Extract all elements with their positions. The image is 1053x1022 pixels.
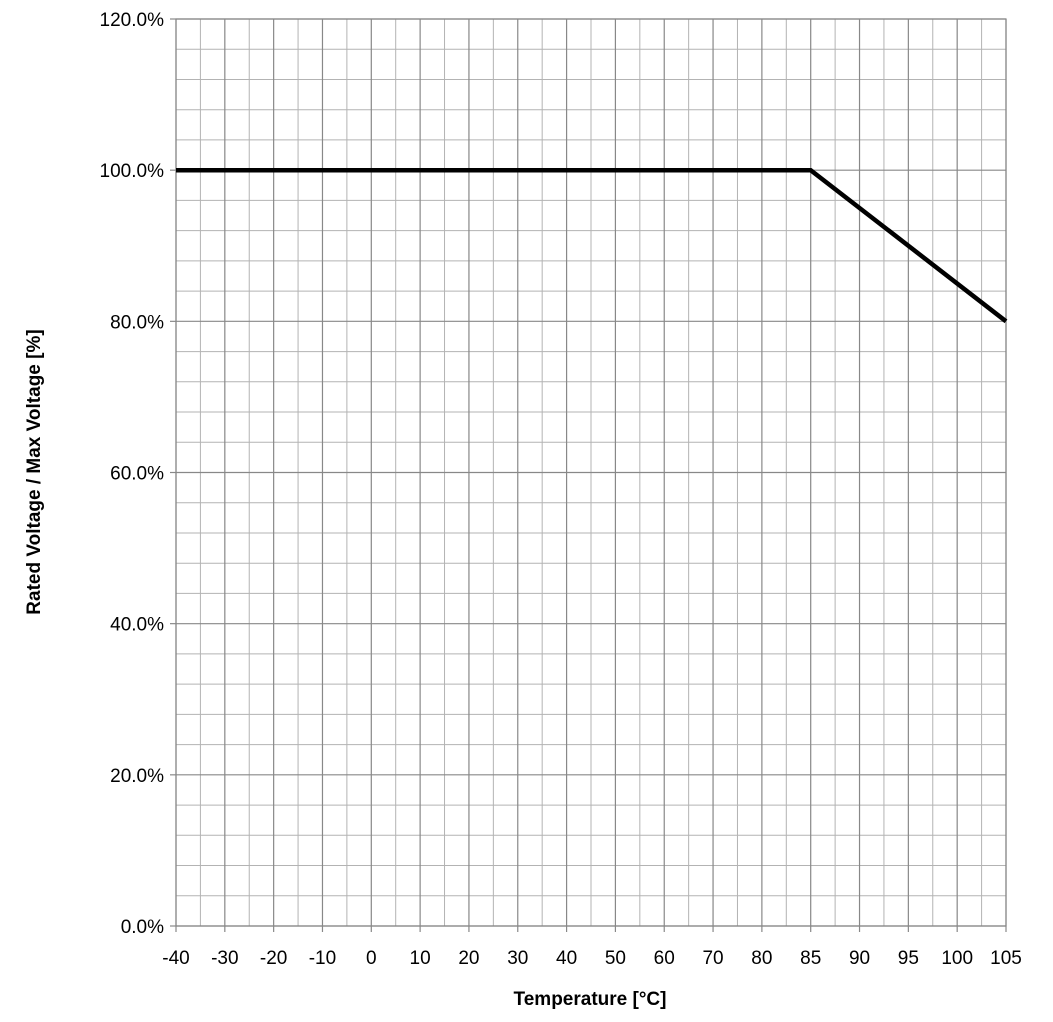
x-axis-ticks: -40 -30 -20 -10 0 10 20 30 40 50 60 70 80 85 90 95 100 10…	[162, 926, 1022, 969]
y-tick-label: 80.0%	[110, 312, 164, 333]
series-line	[176, 167, 1008, 324]
x-tick-label: -20	[260, 948, 287, 969]
x-tick-label: 95	[898, 948, 919, 969]
y-axis-title: Rated Voltage / Max Voltage [%]	[24, 329, 45, 614]
x-tick-label: 40	[556, 948, 577, 969]
x-tick-label: 85	[800, 948, 821, 969]
x-tick-label: 30	[507, 948, 528, 969]
x-tick-label: 70	[702, 948, 723, 969]
y-tick-label: 20.0%	[110, 766, 164, 787]
y-tick-label: 40.0%	[110, 615, 164, 636]
x-tick-label: 105	[990, 948, 1022, 969]
x-tick-label: 100	[941, 948, 973, 969]
y-tick-label: 100.0%	[100, 161, 165, 182]
x-tick-label: -10	[309, 948, 336, 969]
x-tick-label: 80	[751, 948, 772, 969]
x-tick-label: 60	[654, 948, 675, 969]
y-tick-label: 60.0%	[110, 464, 164, 485]
x-axis-title: Temperature [°C]	[514, 989, 667, 1010]
y-tick-label: 0.0%	[121, 917, 164, 938]
x-tick-label: 0	[366, 948, 377, 969]
x-tick-label: 10	[410, 948, 431, 969]
x-tick-label: 50	[605, 948, 626, 969]
x-tick-label: -40	[162, 948, 189, 969]
x-tick-label: 90	[849, 948, 870, 969]
y-axis-ticks: 0.0% 20.0% 40.0% 60.0% 80.0% 100.0% 120.0%	[100, 10, 176, 938]
x-tick-label: 20	[458, 948, 479, 969]
x-tick-label: -30	[211, 948, 238, 969]
y-tick-label: 120.0%	[100, 10, 165, 31]
series-layer	[176, 167, 1008, 324]
